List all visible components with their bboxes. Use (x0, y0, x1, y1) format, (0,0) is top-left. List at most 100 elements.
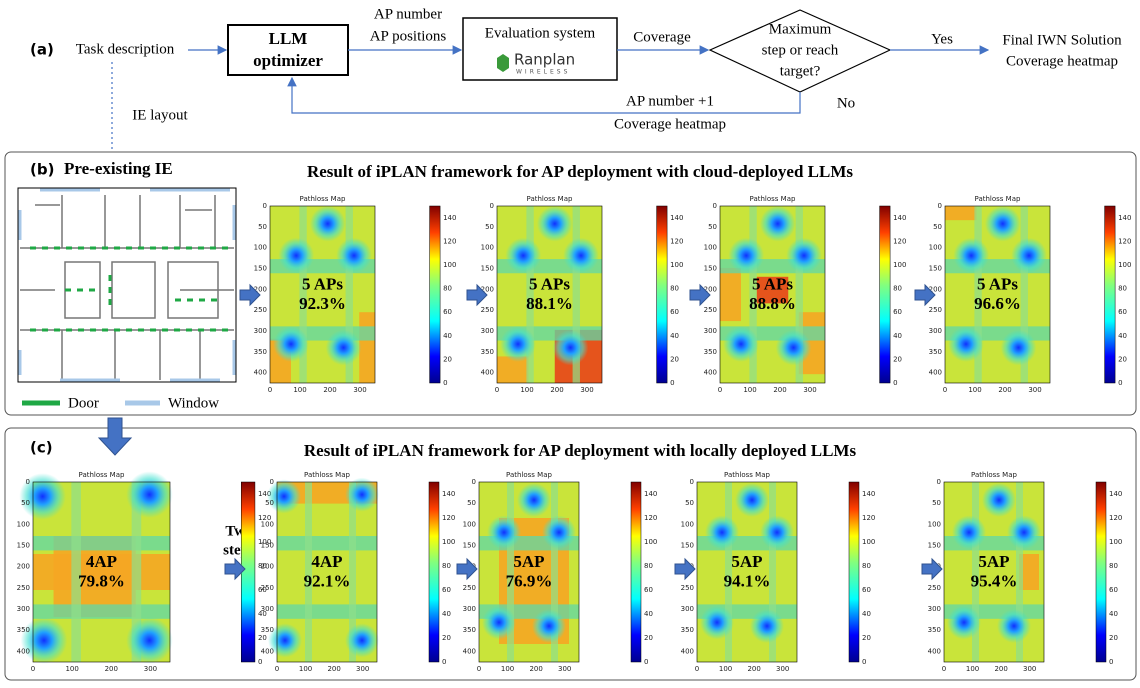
map-title: Pathloss Map (527, 195, 573, 203)
coverage-value: 88.8% (749, 294, 796, 313)
down-arrow (97, 417, 133, 456)
feedback-arrow (287, 76, 801, 114)
colorbar-tick-label: 60 (442, 586, 451, 594)
colorbar-tick-label: 0 (258, 658, 262, 666)
panel-label: (a) (30, 41, 54, 59)
colorbar-tick-label: 20 (862, 634, 871, 642)
panel-label: (c) (30, 439, 53, 457)
edge-text: AP number +1 (626, 93, 714, 109)
floor-plan (17, 187, 237, 406)
heatmap-spot (723, 326, 759, 362)
heatmap-spot (735, 483, 769, 517)
y-tick-label: 0 (713, 202, 717, 210)
colorbar-tick-label: 100 (670, 261, 683, 269)
colorbar-tick-label: 80 (443, 285, 452, 293)
y-tick-label: 250 (928, 584, 941, 592)
x-tick-label: 300 (356, 665, 369, 673)
y-tick-label: 250 (704, 306, 717, 314)
heatmap-spot (552, 329, 589, 366)
colorbar-tick-label: 80 (1109, 562, 1118, 570)
colorbar-tick-label: 140 (644, 490, 657, 498)
colorbar-tick-label: 0 (862, 658, 866, 666)
colorbar (428, 481, 440, 663)
plot-frame (276, 481, 378, 663)
logo-text: WIRELESS (516, 69, 570, 76)
heatmap-warm (720, 267, 741, 322)
colorbar-tick-label: 20 (442, 634, 451, 642)
colorbar-tick-label: 60 (893, 308, 902, 316)
y-tick-label: 350 (463, 626, 476, 634)
colorbar-tick-label: 0 (1109, 658, 1113, 666)
colorbar-tick-label: 80 (862, 562, 871, 570)
y-tick-label: 250 (929, 306, 942, 314)
x-tick-label: 300 (580, 386, 593, 394)
heatmap-spot (997, 609, 1031, 643)
legend-text: Window (168, 395, 219, 411)
x-tick-label: 200 (998, 386, 1011, 394)
heatmap-spot (278, 237, 315, 274)
y-tick-label: 250 (261, 584, 274, 592)
node-text: step or reach (762, 42, 839, 58)
colorbar-tick-label: 20 (644, 634, 653, 642)
colorbar-tick-label: 140 (670, 214, 683, 222)
y-tick-label: 0 (690, 478, 694, 486)
colorbar-tick-label: 40 (1109, 610, 1118, 618)
y-tick-label: 300 (481, 327, 494, 335)
heatmap-spot (273, 326, 309, 362)
y-tick-label: 50 (485, 223, 494, 231)
colorbar-tick-label: 140 (1118, 214, 1131, 222)
map-title: Pathloss Map (300, 195, 346, 203)
x-tick-label: 100 (299, 665, 312, 673)
heatmap-band (349, 482, 356, 662)
y-tick-label: 350 (681, 626, 694, 634)
colorbar (240, 481, 256, 663)
x-tick-label: 0 (275, 665, 279, 673)
colorbar-tick-label: 40 (670, 332, 679, 340)
colorbar-tick-label: 120 (443, 237, 456, 245)
y-tick-label: 200 (929, 285, 942, 293)
heatmap-band (795, 206, 803, 383)
x-tick-label: 100 (65, 665, 78, 673)
y-tick-label: 50 (933, 223, 942, 231)
heatmap-spot (775, 329, 812, 366)
x-tick-label: 300 (144, 665, 157, 673)
map-title: Pathloss Map (750, 195, 796, 203)
coverage-value: 96.6% (974, 294, 1021, 313)
heatmap-spot (700, 605, 734, 640)
colorbar (1095, 481, 1107, 663)
heatmap-spot (268, 623, 302, 658)
y-tick-label: 50 (467, 499, 476, 507)
y-tick-label: 250 (463, 584, 476, 592)
heatmap-spot (532, 609, 566, 643)
heatmap-warm (756, 276, 789, 304)
node-text: Final IWN Solution (1002, 32, 1122, 48)
x-tick-label: 200 (550, 386, 563, 394)
y-tick-label: 150 (17, 542, 30, 550)
heatmap-spot (760, 515, 794, 550)
evaluation-box (462, 17, 618, 81)
colorbar-tick-label: 0 (1118, 379, 1122, 387)
block-arrow (914, 283, 936, 307)
block-arrow (674, 557, 696, 581)
colorbar-tick-label: 60 (258, 586, 267, 594)
heatmap-spot (345, 477, 379, 512)
y-tick-label: 300 (704, 327, 717, 335)
y-tick-label: 150 (704, 264, 717, 272)
colorbar-tick-label: 40 (443, 332, 452, 340)
x-tick-label: 100 (743, 386, 756, 394)
heatmap-warm (33, 554, 170, 590)
colorbar-tick-label: 100 (644, 538, 657, 546)
colorbar-tick-label: 80 (670, 285, 679, 293)
coverage-value: 95.4% (971, 572, 1018, 591)
y-tick-label: 50 (258, 223, 267, 231)
colorbar-tick-label: 60 (644, 586, 653, 594)
heatmap-spot (953, 237, 990, 274)
heatmap-spot (947, 605, 981, 640)
heatmap-spot (500, 326, 536, 362)
plot-frame (944, 205, 1051, 384)
heatmap-band (345, 206, 353, 383)
colorbar-tick-label: 80 (442, 562, 451, 570)
map-title: Pathloss Map (975, 195, 1021, 203)
plot-frame (496, 205, 603, 384)
